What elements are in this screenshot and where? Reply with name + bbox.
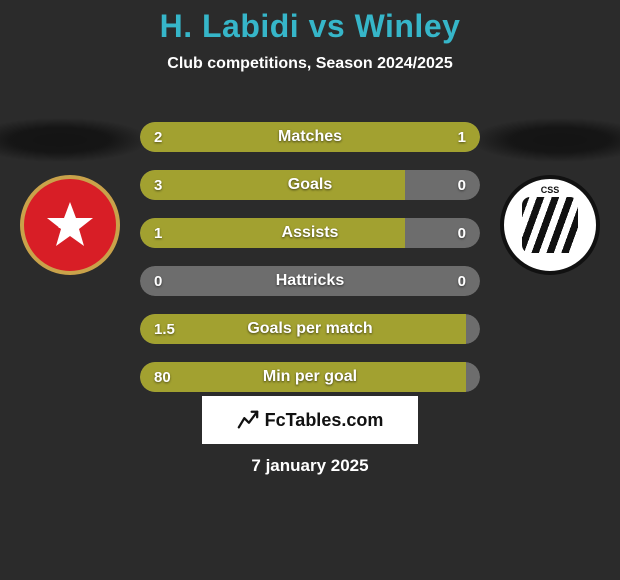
ess-badge: E·S·S xyxy=(20,175,120,275)
stat-value-right: 1 xyxy=(458,122,466,152)
player-shadow-left xyxy=(0,118,148,162)
player-shadow-right xyxy=(472,118,620,162)
stat-value-right: 0 xyxy=(458,218,466,248)
stat-value-left: 2 xyxy=(154,122,162,152)
stats-icon xyxy=(237,409,259,431)
stat-value-left: 3 xyxy=(154,170,162,200)
stat-value-left: 1 xyxy=(154,218,162,248)
comparison-card: H. Labidi vs Winley Club competitions, S… xyxy=(0,0,620,580)
title: H. Labidi vs Winley xyxy=(0,0,620,45)
stat-row: Goals3 0 xyxy=(140,170,480,200)
stat-label: Hattricks xyxy=(140,266,480,296)
stat-value-right: 0 xyxy=(458,170,466,200)
brand-chip: FcTables.com xyxy=(202,396,418,444)
stat-value-right: 0 xyxy=(458,266,466,296)
stat-row: Goals per match1.5 xyxy=(140,314,480,344)
stat-label: Matches xyxy=(140,122,480,152)
stat-row: Min per goal80 xyxy=(140,362,480,392)
stat-bars: Matches21Goals30Assists10Hattricks00Goal… xyxy=(140,122,480,392)
brand-text: FcTables.com xyxy=(265,410,384,431)
star-icon xyxy=(45,200,95,250)
stat-value-left: 80 xyxy=(154,362,171,392)
club-badge-left: E·S·S xyxy=(20,175,120,275)
stat-label: Assists xyxy=(140,218,480,248)
stat-value-left: 0 xyxy=(154,266,162,296)
date-text: 7 january 2025 xyxy=(0,456,620,476)
css-label: CSS xyxy=(504,185,596,195)
stat-label: Goals per match xyxy=(140,314,480,344)
stat-row: Hattricks0 0 xyxy=(140,266,480,296)
stat-row: Assists1 0 xyxy=(140,218,480,248)
css-stripes-icon xyxy=(522,197,577,252)
stat-label: Min per goal xyxy=(140,362,480,392)
subtitle: Club competitions, Season 2024/2025 xyxy=(0,55,620,73)
club-badge-right: CSS xyxy=(500,175,600,275)
stat-value-left: 1.5 xyxy=(154,314,175,344)
stat-row: Matches2 1 xyxy=(140,122,480,152)
stat-label: Goals xyxy=(140,170,480,200)
css-badge: CSS xyxy=(500,175,600,275)
